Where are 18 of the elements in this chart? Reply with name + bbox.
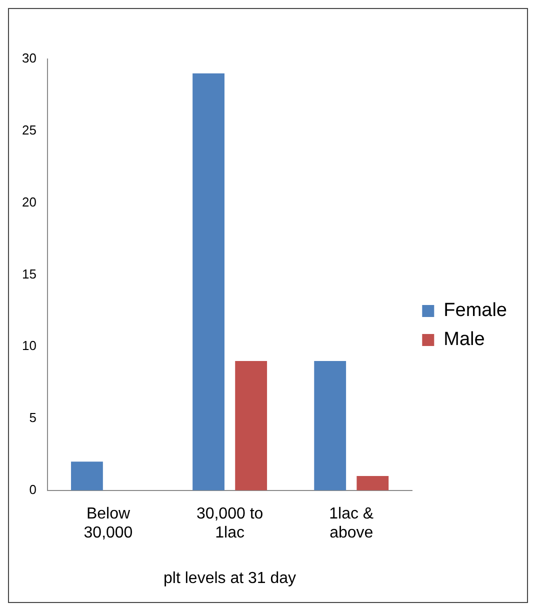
y-tick-label: 0 — [29, 482, 36, 497]
y-tick-label: 20 — [22, 194, 36, 210]
y-tick-label: 10 — [22, 338, 36, 354]
bar — [356, 476, 389, 490]
x-tick-label: Below 30,000 — [84, 505, 133, 542]
x-tick-label: 1lac & above — [329, 505, 374, 542]
x-axis-title: plt levels at 31 day — [164, 570, 296, 587]
bar — [71, 462, 103, 490]
y-tick-label: 30 — [22, 50, 36, 66]
legend-label: Female — [444, 300, 508, 322]
bar — [192, 73, 224, 490]
x-tick-label: 30,000 to 1lac — [196, 505, 264, 542]
legend-label: Male — [444, 329, 485, 350]
y-tick-label: 5 — [29, 410, 36, 426]
bar — [314, 360, 346, 490]
y-tick-label: 15 — [22, 266, 36, 282]
y-tick-label: 25 — [22, 122, 36, 138]
bar — [235, 360, 268, 490]
